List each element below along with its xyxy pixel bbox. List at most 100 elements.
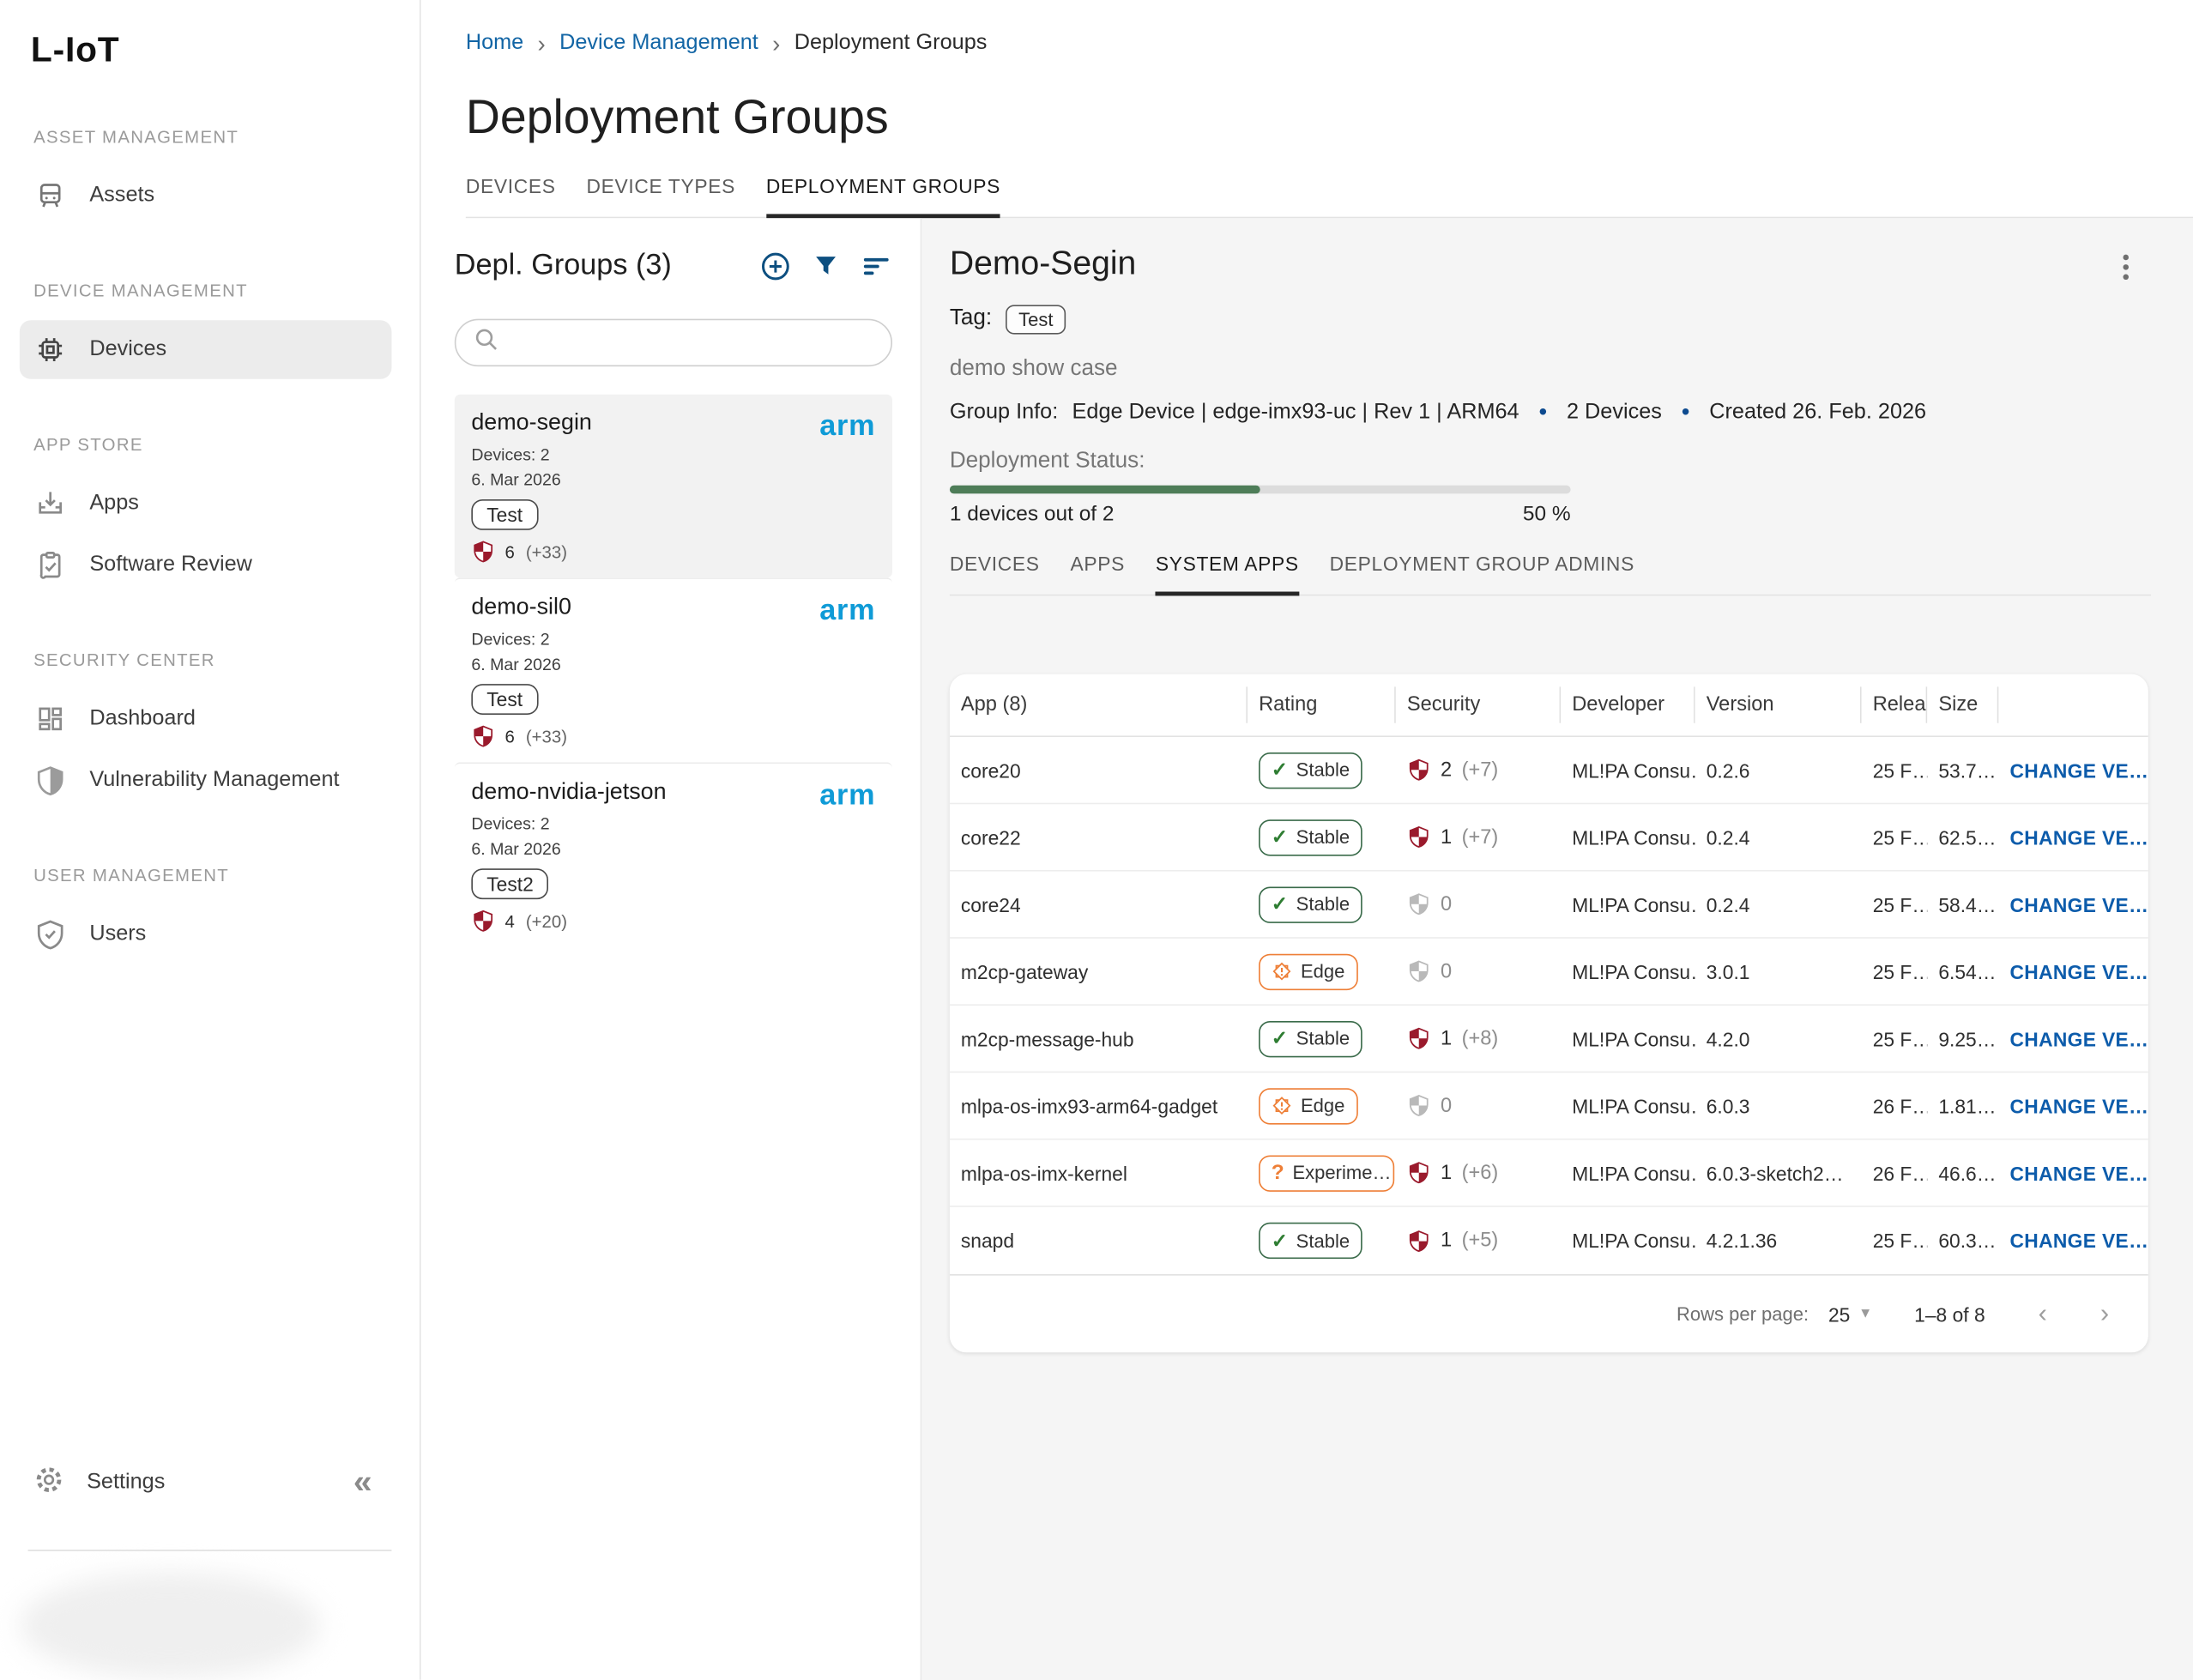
table-row[interactable]: snapd ✓Stable 1(+5) ML!PA Consu… 4.2.1.3… [950,1207,2148,1274]
top-bar: Home › Device Management › Deployment Gr… [420,0,2193,219]
tab-device-types[interactable]: DEVICE TYPES [586,174,735,197]
app-name: snapd [960,1229,1015,1252]
group-card-demo-sil0[interactable]: demo-sil0 arm Devices: 2 6. Mar 2026 Tes… [454,577,893,762]
bullet-separator: • [1681,398,1690,426]
chevron-right-icon: › [537,30,546,57]
sort-icon[interactable] [859,249,892,282]
groups-panel-title: Depl. Groups (3) [454,249,672,281]
group-info-value: Edge Device | edge-imx93-uc | Rev 1 | AR… [1072,400,1519,424]
app-name: mlpa-os-imx93-arm64-gadget [960,1094,1218,1117]
sidebar-item-apps[interactable]: Apps [20,474,392,533]
sidebar-item-users[interactable]: Users [20,905,392,964]
release-cell: 26 F… [1872,1094,1928,1117]
tag-chip: Test [1006,304,1066,334]
sidebar-item-label: Devices [89,336,167,361]
sidebar-item-vulnerability-management[interactable]: Vulnerability Management [20,751,392,809]
column-header-app: App (8) [950,674,1248,736]
sidebar-item-settings[interactable]: Settings « [20,1452,392,1514]
rows-per-page-select[interactable]: 25 ▼ [1828,1302,1873,1326]
rating-badge: ✓ Stable [1259,819,1362,855]
group-description: demo show case [949,356,1118,381]
check-icon: ✓ [1271,1229,1288,1252]
change-version-link[interactable]: CHANGE VE… [2009,1229,2148,1252]
change-version-link[interactable]: CHANGE VE… [2009,1094,2148,1117]
table-row[interactable]: core24 ✓Stable 0 ML!PA Consu… 0.2.4 25 F… [949,872,2148,939]
tab-detail-devices[interactable]: DEVICES [949,552,1040,575]
release-cell: 25 F… [1872,825,1928,849]
previous-page-icon[interactable]: ‹ [2038,1299,2047,1329]
tab-deployment-group-admins[interactable]: DEPLOYMENT GROUP ADMINS [1329,552,1634,575]
check-icon: ✓ [1271,1026,1288,1049]
sidebar-item-label: Users [89,922,147,946]
sidebar-divider [27,1550,392,1551]
chip-icon [33,333,67,366]
rating-badge: ? Experime… [1259,1154,1395,1192]
group-card-demo-segin[interactable]: demo-segin arm Devices: 2 6. Mar 2026 Te… [454,394,893,578]
next-page-icon[interactable]: › [2099,1299,2110,1329]
question-icon: ? [1271,1160,1284,1185]
table-row[interactable]: core20 ✓Stable 2(+7) ML!PA Consu… 0.2.6 … [949,737,2148,805]
collapse-sidebar-icon[interactable]: « [353,1463,372,1502]
tab-system-apps[interactable]: SYSTEM APPS [1155,553,1299,596]
filter-icon[interactable] [808,249,842,282]
size-cell: 53.7… [1938,758,1997,782]
group-date: 6. Mar 2026 [471,839,561,859]
size-cell: 1.81… [1938,1094,1997,1117]
table-row[interactable]: m2cp-message-hub ✓ Stable 1 (+8) ML!PA Con… [949,1006,2148,1073]
table-row[interactable]: core22 ✓Stable 1(+7) ML!PA Consu… 0.2.4 … [949,804,2148,872]
seal-icon [1272,961,1292,982]
search-input[interactable] [510,329,874,356]
pagination-range: 1–8 of 8 [1914,1302,1985,1326]
chevron-right-icon: › [772,30,781,57]
main-area: Home › Device Management › Deployment Gr… [420,0,2193,1680]
group-search[interactable] [454,318,893,367]
version-cell: 3.0.1 [1706,960,1750,983]
vulnerability-extra: (+33) [525,726,567,746]
column-header-developer: Developer [1561,674,1695,736]
size-cell: 60.3… [1938,1229,1997,1252]
sidebar-item-software-review[interactable]: Software Review [20,535,392,594]
change-version-link[interactable]: CHANGE VE… [2009,960,2148,983]
sidebar-item-assets[interactable]: Assets [20,166,392,225]
more-options-icon[interactable] [2117,249,2135,285]
sidebar-item-dashboard[interactable]: Dashboard [20,690,392,748]
change-version-link[interactable]: CHANGE VE… [2009,892,2148,916]
app-install-icon [33,486,67,520]
breadcrumb: Home › Device Management › Deployment Gr… [466,31,2193,56]
rows-per-page-label: Rows per page: [1676,1303,1809,1325]
table-row[interactable]: m2cp-gateway Edge 0 ML!PA Consu… 3.0.1 2… [949,939,2148,1006]
shield-icon [1407,825,1431,849]
change-version-link[interactable]: CHANGE VE… [2009,1161,2148,1184]
change-version-link[interactable]: CHANGE VE… [2009,758,2148,782]
table-row[interactable]: mlpa-os-imx93-arm64-gadget Edge 0 ML!PA … [949,1073,2148,1140]
size-cell: 6.54… [1938,960,1997,983]
shield-icon [471,724,495,748]
tab-detail-apps[interactable]: APPS [1070,552,1125,575]
column-header-size: Size [1927,674,1999,736]
breadcrumb-device-management-link[interactable]: Device Management [559,30,758,55]
section-label-asset-management: ASSET MANAGEMENT [33,127,239,148]
group-detail-title: Demo-Segin [949,245,1137,283]
progress-devices-text: 1 devices out of 2 [949,502,1115,526]
change-version-link[interactable]: CHANGE VE… [2009,825,2148,849]
change-version-link[interactable]: CHANGE VE… [2009,1027,2148,1050]
breadcrumb-home-link[interactable]: Home [465,30,524,55]
shield-icon [1407,1229,1431,1253]
shield-icon [471,540,495,564]
release-cell: 25 F… [1872,1229,1928,1252]
table-row[interactable]: mlpa-os-imx-kernel ? Experime… 1 (+6) ML!P… [949,1140,2148,1207]
bullet-separator: • [1538,398,1548,426]
rating-badge: ✓ Stable [1259,885,1362,923]
tab-devices[interactable]: DEVICES [465,174,556,197]
tab-deployment-groups[interactable]: DEPLOYMENT GROUPS [765,175,1001,219]
sidebar-item-devices[interactable]: Devices [19,320,392,379]
size-cell: 62.5… [1938,825,1997,849]
group-card-demo-nvidia-jetson[interactable]: demo-nvidia-jetson arm Devices: 2 6. Mar… [454,762,893,946]
developer-cell: ML!PA Consu… [1572,1027,1695,1050]
rating-badge: ✓ Stable [1259,1222,1362,1260]
app-name: mlpa-os-imx-kernel [960,1161,1127,1184]
sidebar: L-IoT ASSET MANAGEMENT Assets DEVICE MAN… [0,0,421,1680]
app-name: core22 [960,825,1021,849]
add-group-icon[interactable] [758,249,792,282]
shield-icon [1407,758,1431,783]
